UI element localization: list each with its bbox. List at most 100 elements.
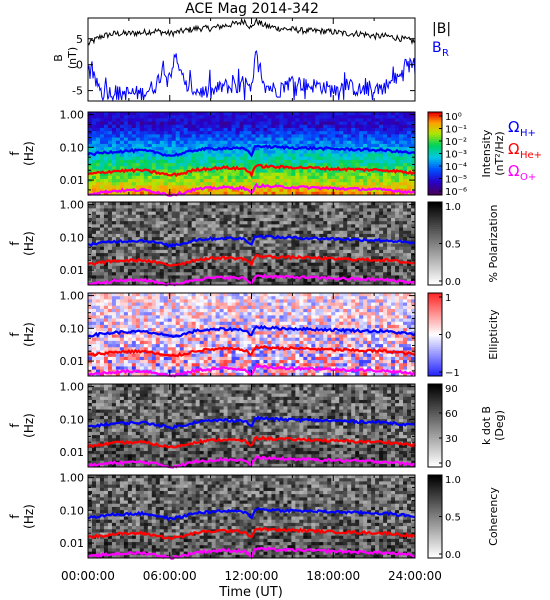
heatmap-cell <box>143 262 149 267</box>
heatmap-cell <box>303 182 308 186</box>
heatmap-cell <box>223 153 228 158</box>
heatmap-cell <box>275 118 280 122</box>
heatmap-cell <box>319 153 324 158</box>
heatmap-cell <box>231 191 236 196</box>
heatmap-cell <box>199 275 205 280</box>
heatmap-cell <box>155 328 161 332</box>
heatmap-cell <box>207 175 213 180</box>
heatmap-cell <box>311 140 316 145</box>
heatmap-cell <box>295 269 300 273</box>
heatmap-cell <box>159 172 165 177</box>
heatmap-cell <box>151 166 157 170</box>
heatmap-cell <box>187 137 193 142</box>
colorbar-swatch <box>428 153 442 157</box>
heatmap-cell <box>151 321 157 326</box>
heatmap-cell <box>319 240 324 244</box>
heatmap-cell <box>171 147 177 151</box>
heatmap-cell <box>371 208 376 212</box>
heatmap-cell <box>367 140 372 145</box>
heatmap-cell <box>319 159 324 164</box>
heatmap-cell <box>131 315 137 319</box>
colorbar-swatch <box>428 233 442 236</box>
heatmap-cell <box>159 175 165 180</box>
heatmap-cell <box>139 337 145 342</box>
heatmap-cell <box>155 312 161 316</box>
heatmap-cell <box>247 214 252 219</box>
heatmap-cell <box>255 166 260 170</box>
heatmap-cell <box>99 249 105 254</box>
heatmap-cell <box>367 134 372 138</box>
heatmap-cell <box>119 112 125 116</box>
heatmap-cell <box>131 217 137 222</box>
heatmap-cell <box>371 127 376 132</box>
heatmap-cell <box>267 127 272 132</box>
heatmap-cell <box>279 127 284 132</box>
heatmap-cell <box>227 159 232 164</box>
heatmap-cell <box>211 253 217 257</box>
heatmap-cell <box>171 272 177 276</box>
heatmap-cell <box>99 315 105 319</box>
heatmap-cell <box>155 269 161 273</box>
heatmap-cell <box>175 214 181 219</box>
heatmap-cell <box>155 188 161 193</box>
heatmap-cell <box>139 221 145 225</box>
heatmap-cell <box>199 143 205 148</box>
heatmap-cell <box>119 275 125 280</box>
heatmap-cell <box>91 237 97 241</box>
heatmap-cell <box>147 360 153 364</box>
heatmap-cell <box>367 221 372 225</box>
heatmap-cell <box>219 121 224 126</box>
heatmap-cell <box>283 281 288 286</box>
heatmap-cell <box>88 240 93 244</box>
heatmap-cell <box>287 278 292 283</box>
heatmap-cell <box>95 211 101 216</box>
heatmap-cell <box>111 233 117 238</box>
heatmap-cell <box>231 227 236 232</box>
heatmap-cell <box>219 214 224 219</box>
heatmap-cell <box>147 356 153 361</box>
heatmap-cell <box>283 227 288 232</box>
heatmap-cell <box>259 131 264 135</box>
heatmap-cell <box>191 182 197 186</box>
heatmap-cell <box>303 134 308 138</box>
heatmap-cell <box>327 217 332 222</box>
heatmap-cell <box>115 324 121 329</box>
heatmap-cell <box>107 265 113 270</box>
heatmap-cell <box>179 265 185 270</box>
heatmap-cell <box>171 240 177 244</box>
heatmap-cell <box>167 230 173 235</box>
heatmap-cell <box>147 237 153 241</box>
heatmap-cell <box>375 172 380 177</box>
heatmap-cell <box>235 262 240 267</box>
heatmap-cell <box>163 293 169 297</box>
heatmap-cell <box>411 137 416 142</box>
heatmap-cell <box>275 188 280 193</box>
heatmap-cell <box>139 249 145 254</box>
heatmap-cell <box>155 134 161 138</box>
heatmap-cell <box>223 265 228 270</box>
legend-O+-sub: O+ <box>520 172 536 183</box>
heatmap-cell <box>251 262 256 267</box>
heatmap-cell <box>411 237 416 241</box>
heatmap-cell <box>95 172 101 177</box>
heatmap-cell <box>323 159 328 164</box>
heatmap-cell <box>355 230 360 235</box>
heatmap-cell <box>371 262 376 267</box>
heatmap-cell <box>355 281 360 286</box>
heatmap-cell <box>243 137 248 142</box>
heatmap-cell <box>163 237 169 241</box>
heatmap-cell <box>387 182 392 186</box>
heatmap-cell <box>347 179 352 183</box>
heatmap-cell <box>191 179 197 183</box>
heatmap-cell <box>91 182 97 186</box>
heatmap-cell <box>119 159 125 164</box>
heatmap-cell <box>231 281 236 286</box>
heatmap-cell <box>303 281 308 286</box>
heatmap-cell <box>359 211 364 216</box>
heatmap-cell <box>259 137 264 142</box>
heatmap-cell <box>355 243 360 248</box>
heatmap-cell <box>263 240 268 244</box>
heatmap-cell <box>127 340 133 345</box>
heatmap-cell <box>103 340 109 345</box>
heatmap-cell <box>243 214 248 219</box>
